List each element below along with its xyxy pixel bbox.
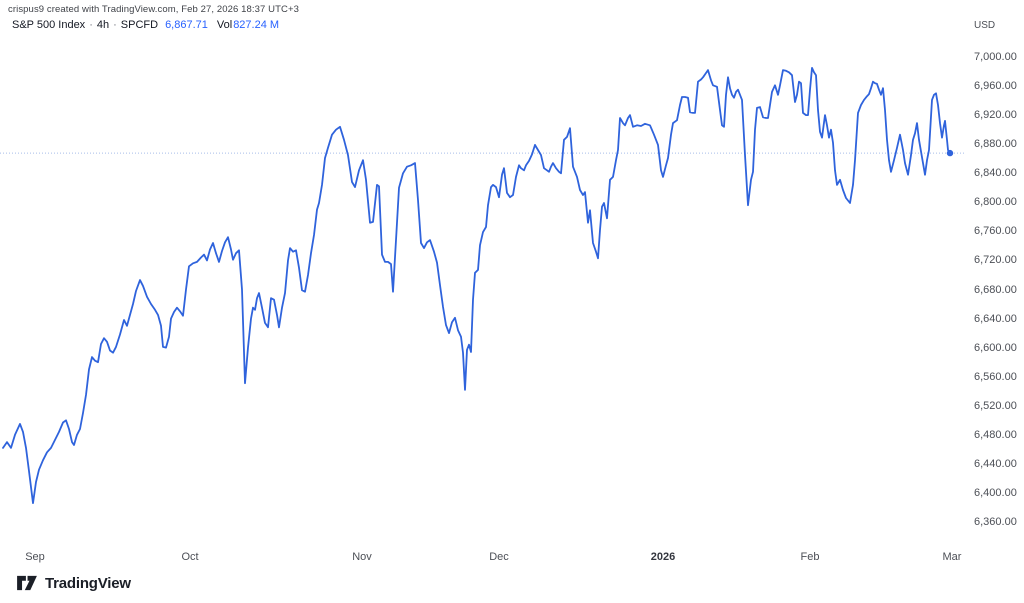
y-axis-label: 6,720.00 [974, 254, 1017, 267]
tradingview-logo-text: TradingView [45, 574, 131, 592]
x-axis-label: Feb [800, 551, 820, 563]
y-axis-label: 6,560.00 [974, 370, 1017, 383]
y-axis-label: 6,920.00 [974, 109, 1017, 122]
volume-value: 827.24 M [233, 19, 280, 31]
x-axis-label: Dec [489, 551, 509, 563]
y-axis-label: 6,960.00 [974, 80, 1017, 93]
x-axis-label: Nov [352, 551, 372, 563]
y-axis-label: 6,520.00 [974, 399, 1017, 412]
symbol-interval: 4h [96, 19, 110, 31]
y-axis-label: 6,640.00 [974, 312, 1017, 325]
y-axis-label: 6,400.00 [974, 486, 1017, 499]
symbol-title: S&P 500 Index [12, 19, 86, 31]
y-axis-label: 6,800.00 [974, 196, 1017, 209]
tradingview-logo[interactable]: TradingView [16, 574, 131, 592]
y-axis-label: 6,360.00 [974, 516, 1017, 528]
y-axis-label: 7,000.00 [974, 51, 1017, 63]
symbol-exchange: SPCFD [120, 19, 159, 31]
symbol-legend[interactable]: S&P 500 Index · 4h · SPCFD 6,867.71 Vol … [12, 19, 279, 31]
tradingview-logo-icon [17, 575, 37, 591]
price-line-series [2, 67, 951, 505]
y-axis-label: 6,760.00 [974, 225, 1017, 238]
legend-separator: · [113, 19, 117, 31]
y-axis-label: 6,680.00 [974, 283, 1017, 296]
currency-label: USD [974, 20, 996, 31]
y-axis-label: 6,600.00 [974, 341, 1017, 354]
x-axis-label: Oct [181, 551, 199, 563]
y-axis-label: 6,880.00 [974, 138, 1017, 151]
x-axis-label: Mar [942, 551, 962, 563]
legend-separator: · [89, 19, 93, 31]
y-axis-label: 6,440.00 [974, 457, 1017, 470]
y-axis-label: 6,480.00 [974, 428, 1017, 441]
x-axis-label: Sep [25, 551, 45, 563]
last-price-value: 6,867.71 [165, 19, 208, 31]
volume-label: Vol [216, 19, 233, 31]
x-axis-label: 2026 [650, 551, 676, 563]
y-axis-label: 6,840.00 [974, 167, 1017, 180]
attribution-text: crispus9 created with TradingView.com, F… [8, 4, 300, 15]
last-price-marker [946, 149, 954, 157]
